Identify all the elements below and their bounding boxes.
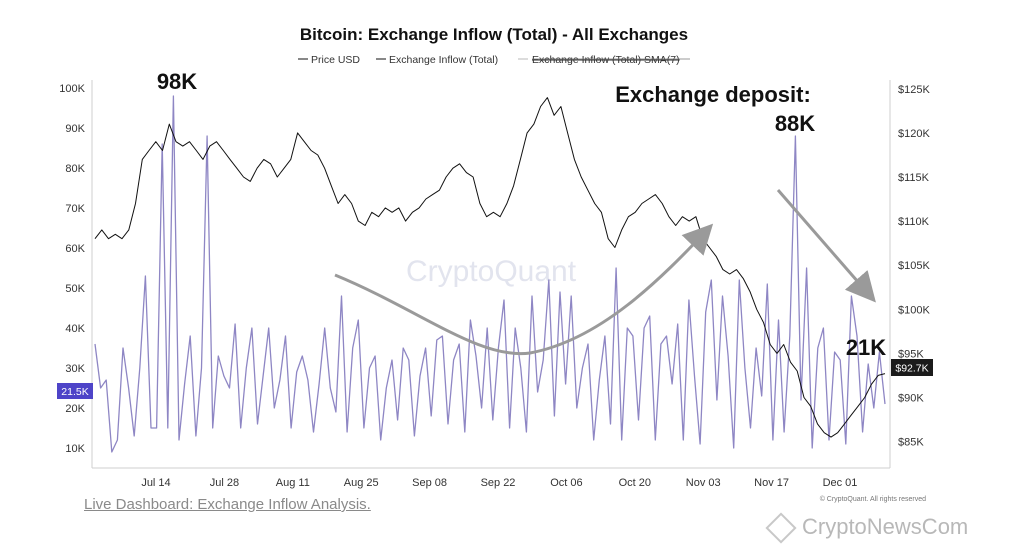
inflow-badge-label: 21.5K xyxy=(61,386,88,398)
y-left-tick-label: 30K xyxy=(65,363,85,375)
x-axis-ticks: Jul 14 Jul 28 Aug 11 Aug 25 Sep 08 Sep 22 Oct … xyxy=(141,477,857,489)
site-logo-icon xyxy=(765,512,797,544)
current-price-badge: $92.7K xyxy=(891,359,933,376)
watermark: CryptoQuant xyxy=(406,255,577,288)
x-tick-label: Sep 22 xyxy=(481,477,516,489)
y-right-tick-label: $120K xyxy=(898,128,930,140)
x-tick-label: Aug 11 xyxy=(276,477,310,489)
y-right-tick-label: $95K xyxy=(898,348,924,360)
x-tick-label: Jul 28 xyxy=(210,477,239,489)
y-right-tick-label: $100K xyxy=(898,304,930,316)
x-tick-label: Dec 01 xyxy=(823,477,858,489)
y-left-tick-label: 60K xyxy=(65,243,85,255)
axes xyxy=(91,80,891,469)
x-tick-label: Oct 06 xyxy=(550,477,582,489)
y-left-tick-label: 90K xyxy=(65,123,85,135)
x-tick-label: Nov 03 xyxy=(686,477,721,489)
y-left-tick-label: 80K xyxy=(65,163,85,175)
y-left-tick-label: 10K xyxy=(65,443,85,455)
chart-title: Bitcoin: Exchange Inflow (Total) - All E… xyxy=(300,25,688,44)
y-left-tick-label: 50K xyxy=(65,283,85,295)
price-badge-bg xyxy=(891,359,933,376)
y-left-tick-label: 20K xyxy=(65,403,85,415)
x-tick-label: Sep 08 xyxy=(412,477,447,489)
y-right-tick-label: $105K xyxy=(898,260,930,272)
y-left-tick-label: 70K xyxy=(65,203,85,215)
x-tick-label: Aug 25 xyxy=(344,477,379,489)
annotation-21k: 21K xyxy=(846,335,886,360)
y-right-tick-label: $110K xyxy=(898,216,930,228)
annotation-88k: 88K xyxy=(775,111,815,136)
current-inflow-badge: 21.5K xyxy=(57,383,93,399)
inflow-series-line xyxy=(94,95,886,453)
legend-item-inflow[interactable]: Exchange Inflow (Total) xyxy=(389,54,498,66)
legend: Price USD Exchange Inflow (Total) Exchan… xyxy=(298,54,690,66)
price-series-line xyxy=(94,97,886,438)
annotation-98k: 98K xyxy=(157,69,197,94)
trend-arrows xyxy=(334,189,876,356)
y-right-tick-label: $85K xyxy=(898,437,924,449)
x-tick-label: Jul 14 xyxy=(141,477,170,489)
right-axis-ticks: $85K $90K $95K $100K $105K $110K $115K $120K $12… xyxy=(898,84,930,449)
down-trend-arrow xyxy=(776,189,876,303)
site-watermark: CryptoNewsCom xyxy=(765,512,969,544)
site-watermark-text: CryptoNewsCom xyxy=(802,514,969,539)
price-badge-label: $92.7K xyxy=(895,363,928,375)
x-tick-label: Oct 20 xyxy=(619,477,651,489)
chart-credit: © CryptoQuant. All rights reserved xyxy=(820,495,926,503)
legend-item-sma[interactable]: Exchange Inflow (Total) SMA(7) xyxy=(532,54,680,66)
legend-item-price[interactable]: Price USD xyxy=(311,54,360,66)
y-left-tick-label: 40K xyxy=(65,323,85,335)
y-left-tick-label: 100K xyxy=(59,83,85,95)
x-tick-label: Nov 17 xyxy=(754,477,789,489)
inflow-badge-bg xyxy=(57,383,93,399)
live-dashboard-link[interactable]: Live Dashboard: Exchange Inflow Analysis… xyxy=(84,496,371,513)
y-right-tick-label: $115K xyxy=(898,172,930,184)
annotation-exchange-deposit: Exchange deposit: xyxy=(615,82,811,107)
y-right-tick-label: $125K xyxy=(898,84,930,96)
u-curve-arrow xyxy=(334,223,714,356)
y-right-tick-label: $90K xyxy=(898,392,924,404)
left-axis-ticks: 10K 20K 30K 40K 50K 60K 70K 80K 90K 100K xyxy=(59,83,85,455)
